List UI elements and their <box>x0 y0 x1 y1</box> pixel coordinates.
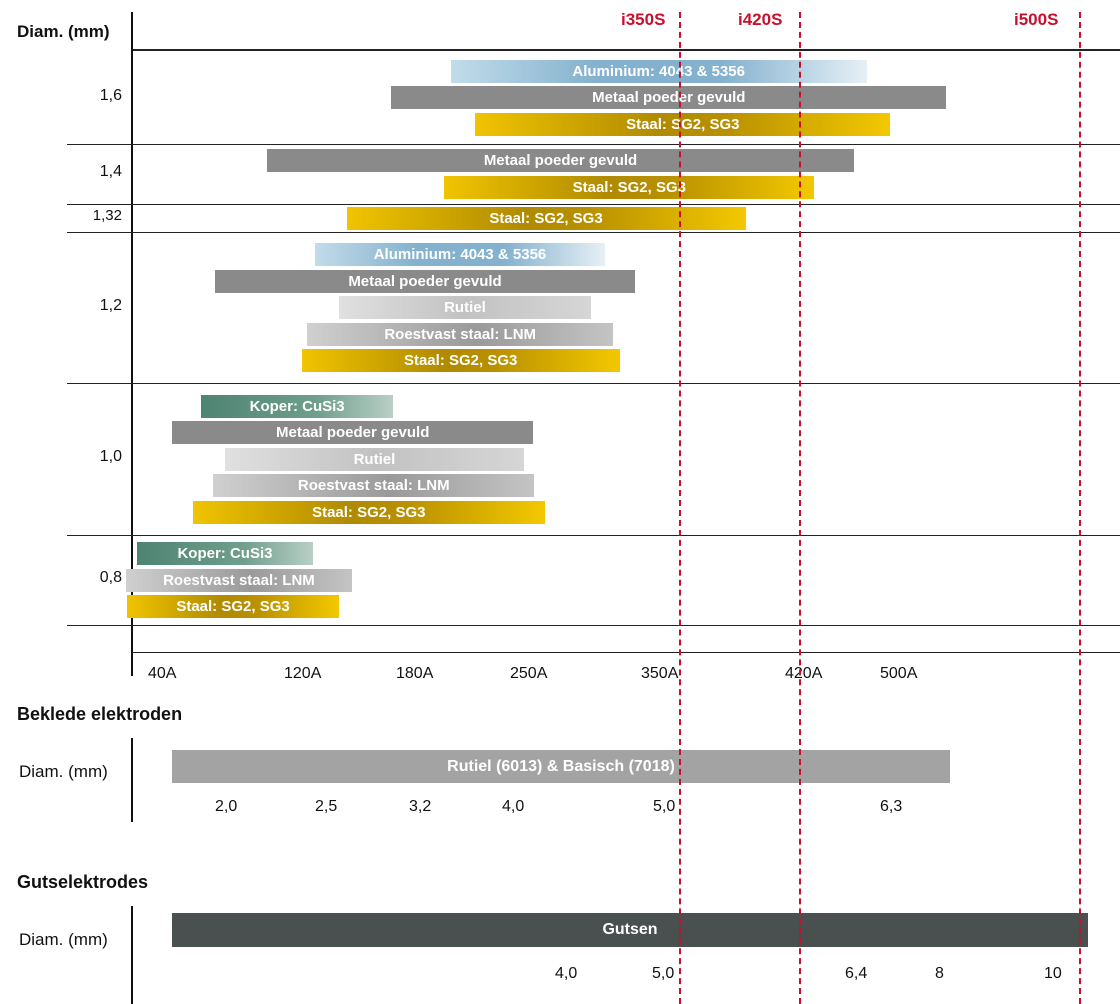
bar-staal-1-4: Staal: SG2, SG3 <box>444 175 815 199</box>
bar-label: Roestvast staal: LNM <box>163 571 315 589</box>
electrodes-bar: Rutiel (6013) & Basisch (7018) <box>172 750 950 783</box>
electrode-diameter-label: 2,0 <box>215 798 238 815</box>
bar-label: Staal: SG2, SG3 <box>176 598 290 615</box>
header-divider <box>132 49 1120 51</box>
gouging-bar: Gutsen <box>172 913 1088 947</box>
current-tick-label: 250A <box>510 665 548 682</box>
machine-line-i350s <box>679 12 681 1004</box>
machine-line-i420s <box>799 12 801 1004</box>
diameter-row-divider <box>67 232 1120 233</box>
electrode-diameter-label: 5,0 <box>653 798 676 815</box>
bar-staal-1-32: Staal: SG2, SG3 <box>346 206 746 230</box>
diameter-label-1-6: 1,6 <box>99 86 122 104</box>
gouging-diameter-label: 5,0 <box>652 965 675 982</box>
bar-metaal-1-0: Metaal poeder gevuld <box>172 421 534 444</box>
bar-staal-0-8: Staal: SG2, SG3 <box>127 595 340 618</box>
current-tick-label: 350A <box>641 665 679 682</box>
machine-line-i500s <box>1079 12 1081 1004</box>
gouging-title: Gutselektrodes <box>17 872 149 892</box>
bar-label: Rutiel <box>444 299 486 316</box>
electrode-diameter-label: 4,0 <box>502 798 525 815</box>
bar-label: Aluminium: 4043 & 5356 <box>572 62 745 80</box>
diameter-row-divider <box>67 144 1120 145</box>
electrode-diameter-label: 6,3 <box>880 798 903 815</box>
diameter-row-divider <box>67 535 1120 536</box>
diameter-axis-line <box>131 12 133 676</box>
electrodes-axis-line <box>131 738 133 822</box>
bar-staal-1-2: Staal: SG2, SG3 <box>301 349 620 372</box>
current-tick-label: 180A <box>396 665 434 682</box>
bar-label: Aluminium: 4043 & 5356 <box>373 246 547 263</box>
bar-label: Staal: SG2, SG3 <box>403 352 518 369</box>
bar-label: Metaal poeder gevuld <box>275 424 430 441</box>
bar-koper-1-0: Koper: CuSi3 <box>201 394 394 418</box>
bar-staal-1-0: Staal: SG2, SG3 <box>192 500 545 524</box>
diameter-row-divider <box>67 625 1120 626</box>
bar-roestvast-1-0: Roestvast staal: LNM <box>213 474 535 497</box>
current-tick-label: 40A <box>148 665 177 682</box>
diameter-label-1-32: 1,32 <box>92 207 122 224</box>
electrode-diameter-label: 3,2 <box>409 798 432 815</box>
diameter-label-1-2: 1,2 <box>99 296 122 314</box>
current-tick-label: 120A <box>284 665 322 682</box>
diameter-label-1-4: 1,4 <box>99 163 122 180</box>
machine-label-i350s: i350S <box>621 10 666 29</box>
bar-label: Metaal poeder gevuld <box>348 272 502 290</box>
bar-metaal-1-2: Metaal poeder gevuld <box>214 269 636 293</box>
gouging-bar-label: Gutsen <box>602 921 658 938</box>
bar-label: Roestvast staal: LNM <box>297 477 450 494</box>
bar-koper-0-8: Koper: CuSi3 <box>137 542 313 565</box>
diameter-row-divider <box>67 204 1120 205</box>
bar-label: Staal: SG2, SG3 <box>572 178 686 196</box>
bar-label: Roestvast staal: LNM <box>384 325 537 343</box>
diameter-label-0-8: 0,8 <box>99 569 122 586</box>
bar-label: Koper: CuSi3 <box>177 545 273 562</box>
bar-label: Metaal poeder gevuld <box>592 89 746 106</box>
bar-metaal-1-6: Metaal poeder gevuld <box>391 86 947 109</box>
diameter-axis-header: Diam. (mm) <box>17 22 110 41</box>
bar-label: Staal: SG2, SG3 <box>489 209 603 227</box>
bar-rutiel-1-2: Rutiel <box>339 296 591 319</box>
gouging-diameter-label: 4,0 <box>555 965 578 982</box>
chart-bottom-divider <box>132 652 1120 653</box>
bar-roestvast-1-2: Roestvast staal: LNM <box>307 322 614 346</box>
bar-aluminium-1-2: Aluminium: 4043 & 5356 <box>314 243 606 266</box>
gouging-diameter-label: 10 <box>1044 965 1062 982</box>
machine-label-i500s: i500S <box>1014 10 1059 29</box>
machine-label-i420s: i420S <box>738 10 783 29</box>
gouging-diam-label: Diam. (mm) <box>19 930 108 949</box>
gouging-axis-line <box>131 906 133 1004</box>
diameter-label-1-0: 1,0 <box>99 448 122 465</box>
bar-metaal-1-4: Metaal poeder gevuld <box>267 149 854 173</box>
bar-rutiel-1-0: Rutiel <box>224 447 524 471</box>
diameter-row-divider <box>67 383 1120 384</box>
electrode-diameter-label: 2,5 <box>315 798 338 815</box>
bar-label: Staal: SG2, SG3 <box>312 503 426 521</box>
bar-roestvast-0-8: Roestvast staal: LNM <box>125 568 353 592</box>
electrodes-title: Beklede elektroden <box>17 704 183 724</box>
electrodes-bar-label: Rutiel (6013) & Basisch (7018) <box>447 758 675 775</box>
current-tick-label: 500A <box>880 665 918 682</box>
gouging-diameter-label: 6,4 <box>845 965 868 982</box>
bar-aluminium-1-6: Aluminium: 4043 & 5356 <box>450 59 867 83</box>
electrodes-diam-label: Diam. (mm) <box>19 762 108 781</box>
bar-label: Metaal poeder gevuld <box>483 152 638 170</box>
gouging-diameter-label: 8 <box>935 965 944 982</box>
current-tick-label: 420A <box>785 665 823 682</box>
bar-label: Staal: SG2, SG3 <box>626 115 740 133</box>
bar-staal-1-6: Staal: SG2, SG3 <box>475 112 891 136</box>
bar-label: Rutiel <box>353 450 396 468</box>
bar-label: Koper: CuSi3 <box>249 397 345 415</box>
